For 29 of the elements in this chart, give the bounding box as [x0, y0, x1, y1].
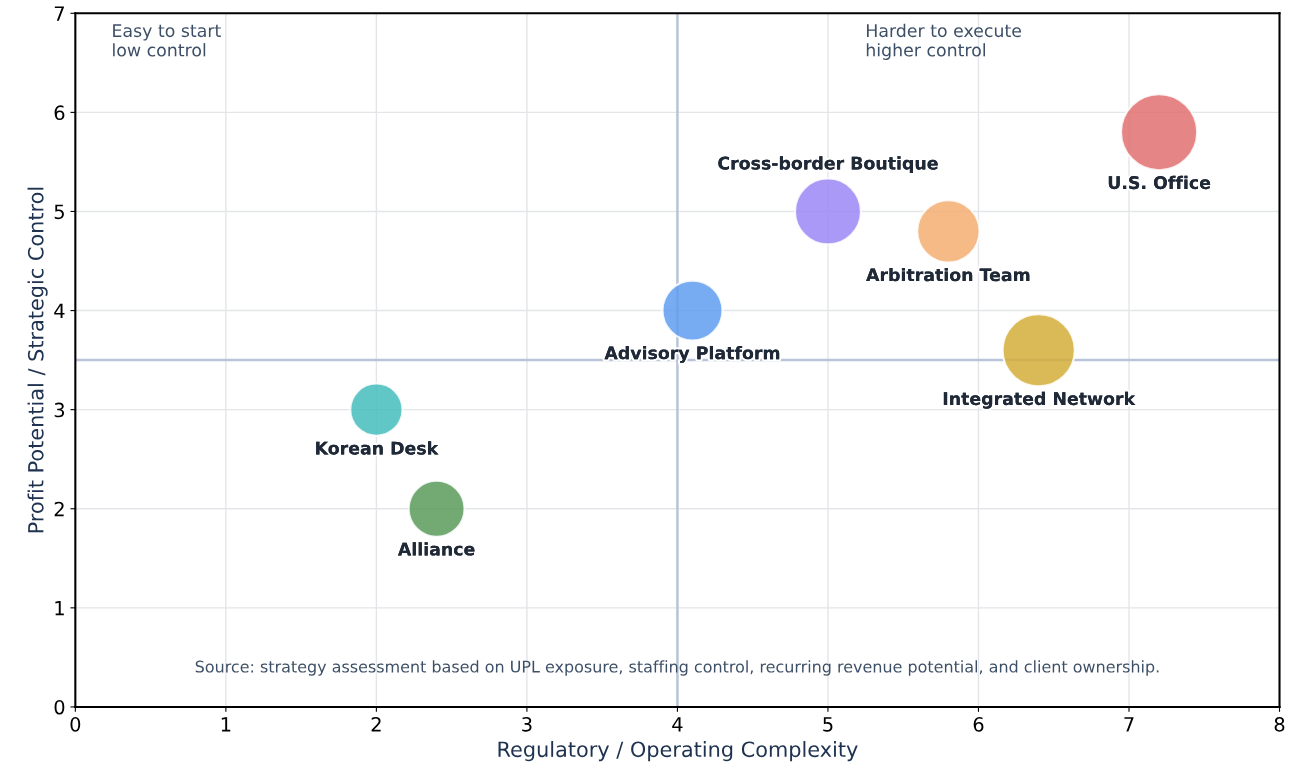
y-tick-label: 5 [54, 204, 64, 220]
annotation: Harder to execute higher control [866, 23, 1022, 60]
x-tick-label: 8 [1274, 716, 1285, 732]
series-label: Alliance [397, 542, 475, 556]
series-label: Korean Desk [316, 441, 439, 455]
x-tick-label: 6 [973, 716, 984, 732]
y-tick-label: 0 [54, 699, 65, 715]
x-tick-label: 0 [70, 716, 81, 732]
y-tick-label: 4 [54, 303, 65, 318]
annotation: Easy to start low control [113, 24, 221, 57]
y-tick-label: 6 [54, 105, 65, 121]
series-label: Integrated Network [943, 391, 1136, 409]
series-label: U.S. Office [1108, 175, 1211, 190]
series-label: Arbitration Team [866, 267, 1030, 282]
x-tick-label: 1 [221, 717, 231, 732]
x-tick-label: 5 [823, 717, 833, 732]
y-axis-title: Profit Potential / Strategic Control [27, 187, 48, 533]
x-tick-label: 4 [672, 717, 683, 732]
x-tick-label: 3 [522, 716, 532, 732]
x-axis-title: Regulatory / Operating Complexity [498, 741, 858, 762]
y-tick-label: 7 [54, 6, 64, 21]
series-label: Cross-border Boutique [718, 156, 938, 174]
annotation: Source: strategy assessment based on UPL exposure, staffing control, recurring revenue potential, and client ownership. [195, 660, 1159, 676]
x-tick-label: 7 [1124, 717, 1134, 732]
series-label: Advisory Platform [604, 345, 780, 363]
y-tick-label: 3 [54, 402, 65, 418]
y-tick-label: 2 [54, 501, 64, 517]
y-tick-label: 1 [55, 601, 64, 616]
x-tick-label: 2 [371, 716, 381, 732]
